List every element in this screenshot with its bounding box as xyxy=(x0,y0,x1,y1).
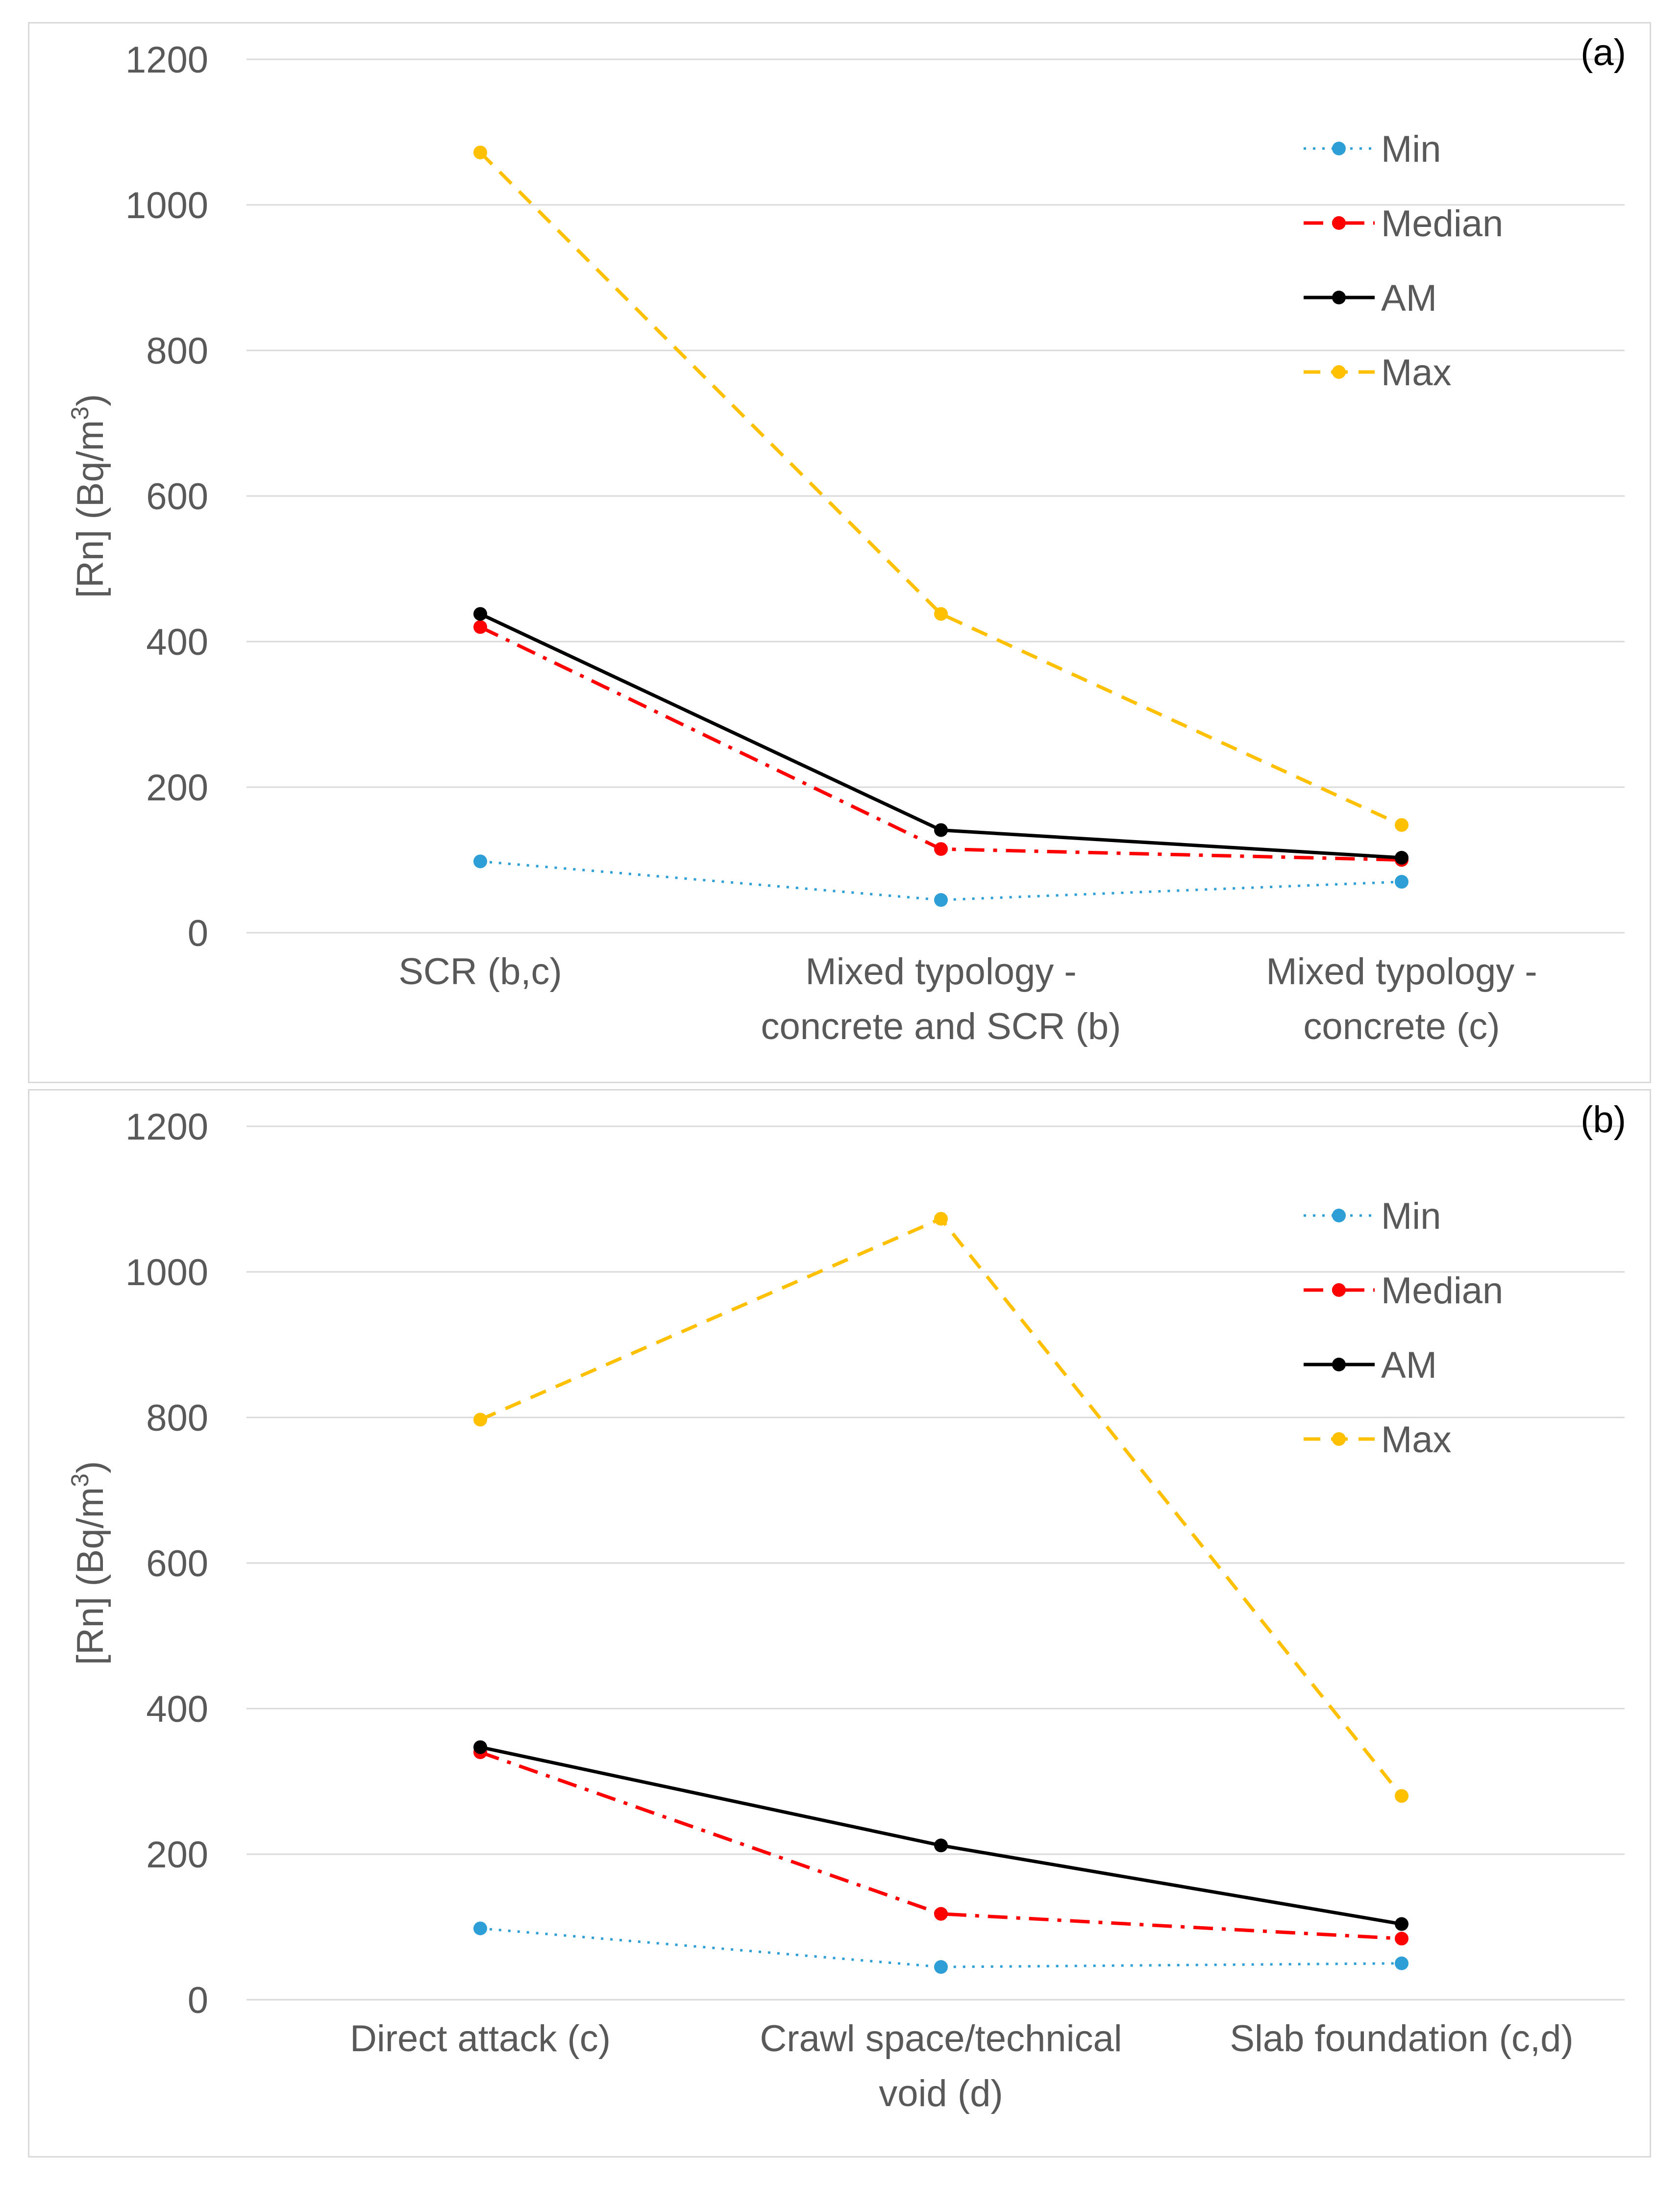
y-axis-label-superscript: 3 xyxy=(66,1473,94,1487)
legend-label-median: Median xyxy=(1381,203,1503,245)
y-tick-label: 1000 xyxy=(125,1252,208,1293)
x-category-label: concrete and SCR (b) xyxy=(761,1006,1121,1047)
y-tick-label: 800 xyxy=(146,1397,208,1439)
series-line-max xyxy=(479,151,1403,827)
x-category-label: SCR (b,c) xyxy=(398,951,562,993)
data-point-median xyxy=(934,1907,948,1921)
chart-panel-b: 0 200 400 600 800 1000 1200 [Rn] (Bq/m3) Direct … xyxy=(28,1089,1651,2158)
x-category-label: Direct attack (c) xyxy=(350,2018,611,2060)
y-tick-label: 600 xyxy=(146,1543,208,1585)
y-axis-label-main: [Rn] (Bq/m xyxy=(70,1487,111,1665)
series-line-am xyxy=(479,612,1402,860)
x-category-label: Mixed typology - xyxy=(805,951,1076,993)
y-tick-label: 0 xyxy=(188,1980,208,2021)
chart-a-svg: 0 200 400 600 800 1000 1200 [Rn] (Bq/m3) SCR (b,… xyxy=(66,32,1626,1047)
x-category-label: void (d) xyxy=(879,2073,1003,2114)
data-point-min xyxy=(473,1921,487,1936)
legend-marker-max xyxy=(1332,1432,1346,1446)
data-point-min xyxy=(473,854,487,869)
chart-b-svg: 0 200 400 600 800 1000 1200 [Rn] (Bq/m3) Direct … xyxy=(66,1099,1626,2114)
y-axis-label-close: ) xyxy=(70,1461,111,1473)
y-axis-label: [Rn] (Bq/m3) xyxy=(66,1461,111,1665)
data-point-am xyxy=(934,823,948,837)
legend-label-min: Min xyxy=(1381,128,1441,170)
data-point-am xyxy=(473,607,487,621)
y-tick-label: 400 xyxy=(146,621,208,663)
y-tick-label: 1000 xyxy=(125,185,208,226)
legend-marker-min xyxy=(1332,142,1346,155)
data-point-max xyxy=(1395,818,1408,832)
data-point-am xyxy=(1395,851,1408,865)
data-point-max xyxy=(934,607,948,621)
legend-label-median: Median xyxy=(1381,1270,1503,1312)
x-category-label: Mixed typology - xyxy=(1266,951,1537,993)
y-tick-label: 200 xyxy=(146,767,208,809)
data-point-min xyxy=(1395,1956,1408,1970)
y-axis-label-main: [Rn] (Bq/m xyxy=(70,420,111,598)
y-tick-label: 1200 xyxy=(125,39,208,81)
series-line-max xyxy=(479,1217,1403,1797)
y-axis-label-superscript: 3 xyxy=(66,406,94,420)
legend-marker-am xyxy=(1332,1358,1346,1371)
data-point-median xyxy=(934,842,948,856)
panel-label: (a) xyxy=(1581,32,1626,74)
data-point-am xyxy=(1395,1917,1408,1931)
y-tick-label: 600 xyxy=(146,476,208,518)
data-point-max xyxy=(473,1413,487,1427)
y-tick-label: 0 xyxy=(188,913,208,954)
data-point-median xyxy=(1395,1932,1408,1946)
legend-label-am: AM xyxy=(1381,277,1437,319)
data-point-min xyxy=(934,893,948,907)
legend-label-min: Min xyxy=(1381,1195,1441,1237)
data-point-max xyxy=(1395,1789,1408,1803)
x-category-label: Slab foundation (c,d) xyxy=(1230,2018,1573,2060)
legend-marker-max xyxy=(1332,365,1346,379)
series-line-am xyxy=(480,1745,1402,1926)
panel-label: (b) xyxy=(1581,1099,1626,1141)
legend-marker-median xyxy=(1332,216,1346,230)
y-axis-label: [Rn] (Bq/m3) xyxy=(66,394,111,598)
y-tick-label: 1200 xyxy=(125,1106,208,1148)
data-point-median xyxy=(473,620,487,634)
data-point-min xyxy=(1395,875,1408,889)
legend-marker-min xyxy=(1332,1209,1346,1222)
y-axis-label-close: ) xyxy=(70,394,111,406)
data-point-am xyxy=(473,1740,487,1754)
legend-marker-median xyxy=(1332,1283,1346,1297)
data-point-max xyxy=(473,146,487,160)
series-line-median xyxy=(479,1750,1402,1940)
legend-marker-am xyxy=(1332,291,1346,304)
data-point-min xyxy=(934,1960,948,1974)
x-category-label: concrete (c) xyxy=(1303,1006,1500,1047)
legend-label-am: AM xyxy=(1381,1344,1437,1386)
chart-panel-a: 0 200 400 600 800 1000 1200 [Rn] (Bq/m3) SCR (b,… xyxy=(28,22,1651,1083)
y-tick-label: 400 xyxy=(146,1688,208,1730)
y-tick-label: 200 xyxy=(146,1834,208,1876)
legend-label-max: Max xyxy=(1381,352,1452,394)
data-point-am xyxy=(934,1838,948,1853)
x-category-label: Crawl space/technical xyxy=(760,2018,1122,2060)
legend-label-max: Max xyxy=(1381,1419,1452,1461)
y-tick-label: 800 xyxy=(146,330,208,372)
data-point-max xyxy=(934,1212,948,1226)
